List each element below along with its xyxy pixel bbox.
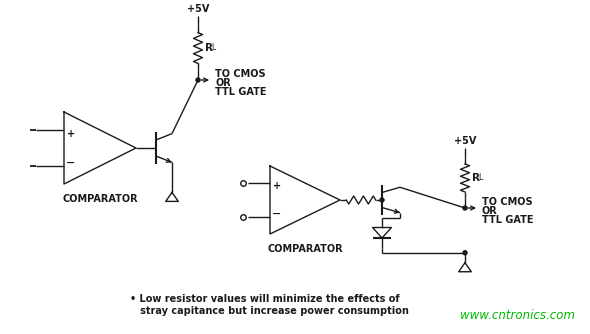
Text: −: −	[273, 209, 281, 218]
Text: L: L	[211, 43, 215, 52]
Text: OR: OR	[482, 206, 498, 216]
Text: +5V: +5V	[187, 4, 209, 14]
Text: • Low resistor values will minimize the effects of: • Low resistor values will minimize the …	[130, 294, 399, 304]
Text: R: R	[205, 43, 213, 53]
Text: stray capitance but increase power consumption: stray capitance but increase power consu…	[130, 306, 409, 316]
Text: +: +	[273, 181, 281, 191]
Text: www.cntronics.com: www.cntronics.com	[460, 309, 575, 322]
Text: TTL GATE: TTL GATE	[482, 215, 533, 225]
Circle shape	[463, 251, 467, 255]
Text: −: −	[66, 157, 76, 167]
Text: COMPARATOR: COMPARATOR	[62, 194, 138, 204]
Text: TO CMOS: TO CMOS	[482, 197, 533, 207]
Text: TTL GATE: TTL GATE	[215, 87, 267, 97]
Text: R: R	[472, 173, 480, 183]
Text: +: +	[67, 129, 75, 139]
Text: COMPARATOR: COMPARATOR	[267, 244, 343, 254]
Text: OR: OR	[215, 78, 231, 88]
Circle shape	[380, 198, 384, 202]
Circle shape	[463, 206, 467, 210]
Text: L: L	[478, 173, 482, 182]
Text: +5V: +5V	[454, 136, 476, 146]
Text: TO CMOS: TO CMOS	[215, 69, 266, 79]
Circle shape	[196, 78, 200, 82]
